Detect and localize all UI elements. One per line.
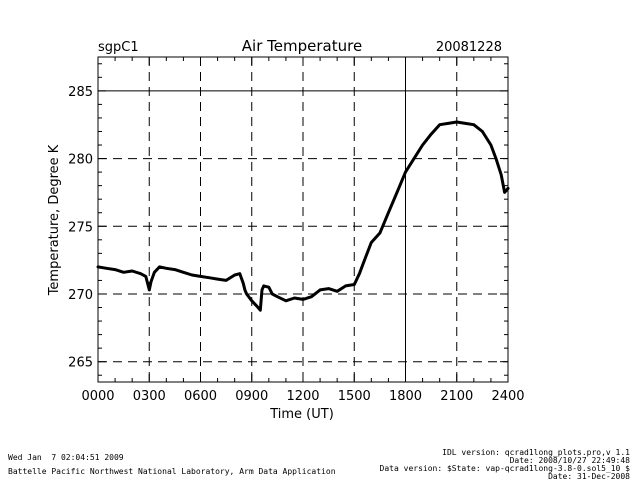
- data-point: [370, 241, 373, 244]
- data-point: [182, 271, 185, 274]
- x-tick-label: 0600: [184, 389, 217, 404]
- footer-organization: Battelle Pacific Northwest National Labo…: [8, 467, 336, 476]
- data-point: [358, 272, 361, 275]
- site-label: sgpC1: [98, 40, 139, 55]
- data-point: [447, 122, 450, 125]
- data-point: [243, 288, 247, 292]
- x-tick-label: 1800: [389, 389, 422, 404]
- data-point: [105, 267, 108, 270]
- data-point: [318, 288, 322, 292]
- data-point: [207, 276, 211, 279]
- data-point: [199, 275, 202, 278]
- data-point: [378, 231, 382, 235]
- data-point: [158, 265, 161, 269]
- data-point: [494, 157, 498, 160]
- data-point: [242, 281, 245, 285]
- data-point: [148, 288, 151, 292]
- data-point: [472, 123, 476, 126]
- data-point: [301, 298, 305, 301]
- x-tick-label: 0900: [235, 389, 268, 404]
- y-tick-label: 280: [68, 153, 93, 168]
- data-point: [245, 292, 248, 296]
- data-point: [335, 290, 339, 293]
- x-tick-label: 2100: [440, 389, 473, 404]
- data-point: [310, 295, 313, 298]
- footer-idl-version: IDL version: qcrad1long_plots.pro,v 1.1: [442, 448, 630, 457]
- data-point: [353, 283, 356, 286]
- data-point: [503, 191, 506, 194]
- data-point: [250, 299, 253, 302]
- footer-data-date: Date: 31-Dec-2008: [548, 472, 630, 481]
- data-point: [149, 280, 153, 283]
- y-axis-label: Temperature, Degree K: [47, 144, 62, 296]
- y-tick-label: 275: [68, 220, 93, 235]
- data-point: [284, 299, 288, 302]
- data-point: [238, 272, 241, 275]
- data-point: [216, 277, 219, 281]
- data-point: [395, 191, 399, 194]
- data-point: [259, 309, 262, 312]
- data-point: [224, 279, 228, 282]
- data-point: [489, 143, 493, 147]
- x-tick-label: 0000: [81, 389, 114, 404]
- data-point: [455, 120, 458, 124]
- data-point: [271, 292, 274, 296]
- x-axis-label: Time (UT): [269, 407, 334, 422]
- footer-data-version: Data version: $State: vap-qcrad1long-3.8…: [379, 464, 630, 473]
- data-point: [255, 304, 259, 308]
- data-point: [130, 269, 134, 273]
- axis-ticks: [97, 57, 509, 382]
- data-point: [139, 272, 142, 275]
- data-point: [344, 284, 347, 288]
- series-layer: [96, 120, 510, 312]
- data-point: [165, 267, 168, 270]
- data-point: [122, 271, 125, 274]
- data-point: [262, 284, 265, 288]
- axis-labels: 0000 0300 0600 0900 1200 1500 1800 2100 2400 265 2…: [68, 85, 524, 404]
- data-point: [276, 295, 279, 298]
- data-point: [499, 173, 503, 177]
- data-point: [363, 258, 366, 262]
- data-point: [412, 157, 416, 160]
- data-point: [144, 275, 148, 278]
- y-tick-label: 265: [68, 356, 93, 371]
- data-point: [260, 288, 264, 292]
- data-point: [481, 130, 484, 133]
- x-tick-label: 2400: [491, 389, 524, 404]
- data-point: [429, 132, 433, 136]
- chart-title: Air Temperature: [242, 37, 362, 55]
- x-tick-label: 0300: [133, 389, 166, 404]
- data-point: [267, 286, 271, 289]
- x-tick-label: 1500: [338, 389, 371, 404]
- data-point: [190, 273, 194, 277]
- data-point: [293, 296, 296, 300]
- data-point: [327, 287, 330, 290]
- data-point: [153, 271, 156, 274]
- data-point: [113, 268, 117, 271]
- footer-idl-date: Date: 2008/10/27 22:49:48: [509, 456, 630, 465]
- data-point: [404, 170, 407, 174]
- y-tick-label: 285: [68, 85, 93, 100]
- data-point: [173, 268, 177, 271]
- data-point: [464, 122, 467, 125]
- date-label: 20081228: [436, 40, 502, 55]
- y-tick-label: 270: [68, 288, 93, 303]
- data-point: [421, 143, 424, 147]
- data-point: [233, 273, 236, 277]
- data-point: [387, 211, 390, 214]
- data-point: [438, 123, 441, 126]
- footer-timestamp: Wed Jan 7 02:04:51 2009: [8, 453, 124, 462]
- x-tick-label: 1200: [286, 389, 319, 404]
- grid-lines: [98, 57, 508, 382]
